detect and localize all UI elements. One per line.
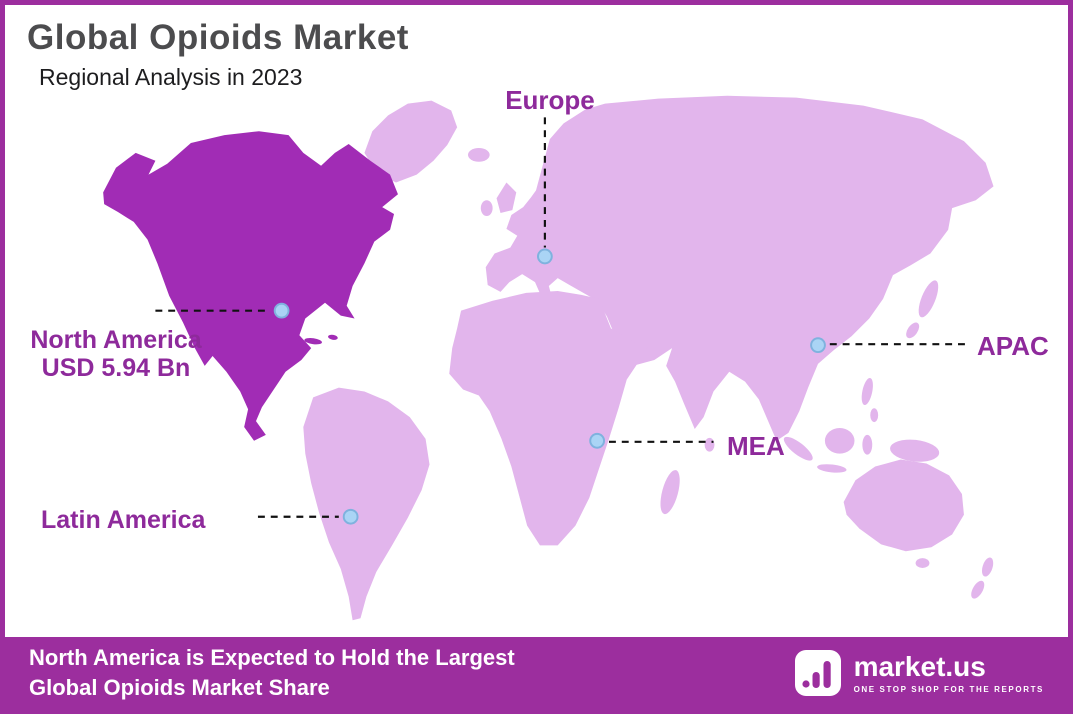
uk-island [496,182,517,214]
connector-lines [155,117,966,518]
header: Global Opioids Market Regional Analysis … [27,18,409,91]
north-america-marker [273,302,290,319]
page-title: Global Opioids Market [27,18,409,57]
sri-lanka-island [704,437,715,452]
new-guinea-island [890,439,940,462]
brand-name: market.us [853,650,986,682]
java-island [817,464,847,473]
eurasia-landmass [485,95,994,441]
south-america-landmass [303,387,430,621]
north-america-label-value: USD 5.94 Bn [41,354,191,382]
sumatra-island [783,436,813,461]
new-zealand-north-island [982,557,994,577]
world-map [103,95,994,621]
footer-headline: North America is Expected to Hold the La… [29,643,515,702]
footer-headline-line1: North America is Expected to Hold the La… [29,645,515,671]
japan-island-main [918,280,939,318]
africa-landmass [449,290,649,546]
mea-marker [589,432,606,449]
brand-lockup: market.us ONE STOP SHOP FOR THE REPORTS [794,649,1044,697]
market-us-logo-icon [794,650,841,696]
latin-america-label: Latin America [41,506,206,534]
brand-tagline: ONE STOP SHOP FOR THE REPORTS [853,684,1044,694]
greenland-landmass [364,100,458,183]
europe-marker [536,248,553,265]
cuba-island [304,338,322,345]
north-america-highlight [103,131,398,441]
north-america-label: North America USD 5.94 Bn [11,326,221,382]
sulawesi-island [862,434,873,455]
hispaniola-island [328,334,338,340]
borneo-island [824,427,855,454]
apac-marker [810,337,826,354]
iceland-island [467,147,490,162]
latin-america-marker [342,508,359,525]
footer-bar: North America is Expected to Hold the La… [5,637,1068,709]
brand-text: market.us ONE STOP SHOP FOR THE REPORTS [853,650,1044,694]
page-subtitle: Regional Analysis in 2023 [39,63,303,90]
europe-label: Europe [505,85,595,115]
tasmania-island [915,558,930,569]
ireland-island [480,200,493,217]
mea-label: MEA [727,431,785,461]
north-america-label-name: North America [30,326,202,354]
landmasses [303,95,994,621]
new-zealand-south-island [971,580,985,599]
australia-landmass [843,459,964,552]
region-markers [273,248,826,525]
apac-label: APAC [977,331,1049,361]
north-america-landmass [103,131,398,441]
philippines-island-south [870,408,879,423]
japan-island-south [906,322,920,339]
footer-headline-line2: Global Opioids Market Share [29,675,330,700]
philippines-island-north [861,377,873,406]
madagascar-island [660,470,680,515]
